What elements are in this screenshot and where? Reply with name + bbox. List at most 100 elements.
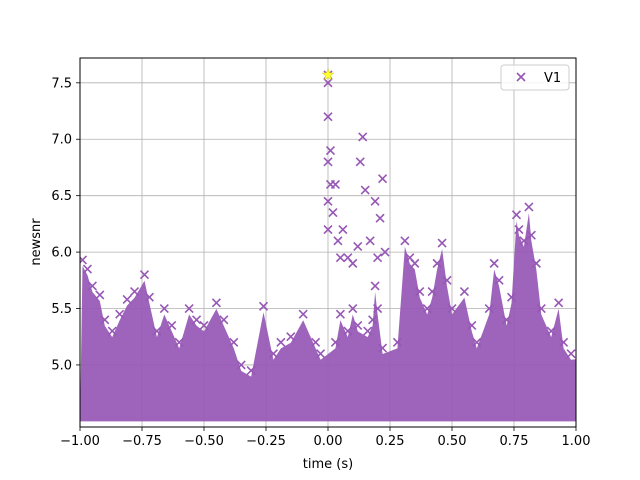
data-point (258, 301, 269, 311)
data-point (87, 281, 97, 291)
data-point (348, 303, 358, 314)
data-point (191, 315, 202, 325)
x-tick-label: 0.75 (500, 434, 529, 449)
data-point (459, 287, 469, 297)
data-point (338, 224, 348, 235)
y-tick-label: 6.0 (51, 246, 72, 261)
data-point (167, 320, 177, 331)
data-point (363, 326, 373, 336)
data-point (323, 78, 333, 88)
data-point (343, 326, 353, 336)
highlight-star-icon (321, 68, 335, 81)
data-point (325, 145, 336, 156)
data-point (229, 337, 239, 347)
data-point (506, 292, 517, 302)
data-point (377, 343, 388, 353)
data-point (489, 258, 499, 268)
data-point (298, 309, 308, 319)
x-axis-label: time (s) (303, 457, 353, 472)
data-point (432, 258, 442, 268)
y-tick-label: 5.0 (51, 358, 72, 373)
data-point (472, 337, 482, 347)
data-point (95, 290, 105, 300)
data-point (501, 315, 512, 325)
data-point (400, 236, 410, 246)
data-point (519, 236, 529, 246)
data-point (353, 241, 363, 252)
data-point (360, 185, 370, 195)
data-point (353, 320, 363, 331)
data-point (554, 298, 564, 308)
x-tick-label: −1.00 (60, 434, 100, 449)
data-point (494, 275, 504, 285)
data-point (422, 303, 432, 314)
data-point (286, 332, 296, 342)
data-point (236, 360, 246, 370)
data-point (323, 224, 333, 235)
data-point (159, 303, 169, 314)
legend-box (500, 64, 570, 91)
data-point (566, 349, 576, 359)
data-point (368, 315, 378, 325)
data-point (410, 258, 420, 268)
data-point (211, 298, 221, 308)
data-point (365, 236, 375, 246)
data-point (80, 255, 88, 265)
x-tick-label: 0.50 (438, 434, 467, 449)
data-point (536, 303, 546, 314)
data-point (546, 326, 556, 336)
data-point (100, 315, 110, 325)
data-point (392, 337, 403, 347)
data-point (559, 337, 569, 347)
data-point (415, 287, 425, 297)
data-point (373, 253, 383, 263)
data-point (377, 174, 388, 184)
data-point (219, 315, 229, 325)
data-point (184, 303, 194, 314)
x-tick-label: −0.50 (184, 434, 224, 449)
data-point (511, 210, 522, 220)
scatter-points (80, 70, 576, 376)
data-point (115, 309, 125, 319)
x-tick-label: 0.25 (376, 434, 405, 449)
data-point (526, 230, 536, 240)
data-point (311, 337, 321, 347)
data-point (531, 258, 541, 268)
data-point (268, 349, 279, 359)
x-tick-label: 0.00 (314, 434, 343, 449)
data-point (330, 337, 341, 347)
data-point (375, 213, 385, 223)
data-point (484, 303, 494, 314)
y-tick-label: 6.5 (51, 189, 72, 204)
density-band (80, 213, 576, 422)
scatter-density-fill (80, 213, 576, 422)
data-point (335, 309, 345, 319)
data-point (514, 224, 524, 235)
x-tick-label: −0.25 (246, 434, 286, 449)
data-point (373, 303, 383, 314)
data-point (442, 275, 452, 285)
data-point (144, 292, 155, 302)
data-point (370, 281, 380, 291)
highlight-marker (321, 68, 335, 81)
data-point (355, 157, 365, 167)
data-point (107, 326, 117, 336)
data-point (323, 157, 333, 167)
data-point (315, 349, 326, 359)
y-axis-label: newsnr (29, 218, 44, 266)
data-point (348, 258, 358, 268)
data-point (323, 112, 333, 122)
x-axis-ticks: −1.00 −0.75 −0.50 −0.25 0.00 0.25 0.50 0.75 1.00 (60, 427, 590, 449)
data-point (82, 264, 93, 274)
legend: V1 (500, 64, 570, 91)
x-tick-label: 1.00 (562, 434, 591, 449)
y-tick-label: 7.5 (51, 76, 72, 91)
y-tick-label: 5.5 (51, 302, 72, 317)
data-point (199, 320, 209, 331)
data-point (467, 320, 477, 331)
data-point (276, 337, 286, 347)
data-point (370, 196, 380, 206)
data-point (328, 208, 338, 218)
data-point (122, 294, 132, 305)
legend-entry-label: V1 (544, 71, 561, 86)
